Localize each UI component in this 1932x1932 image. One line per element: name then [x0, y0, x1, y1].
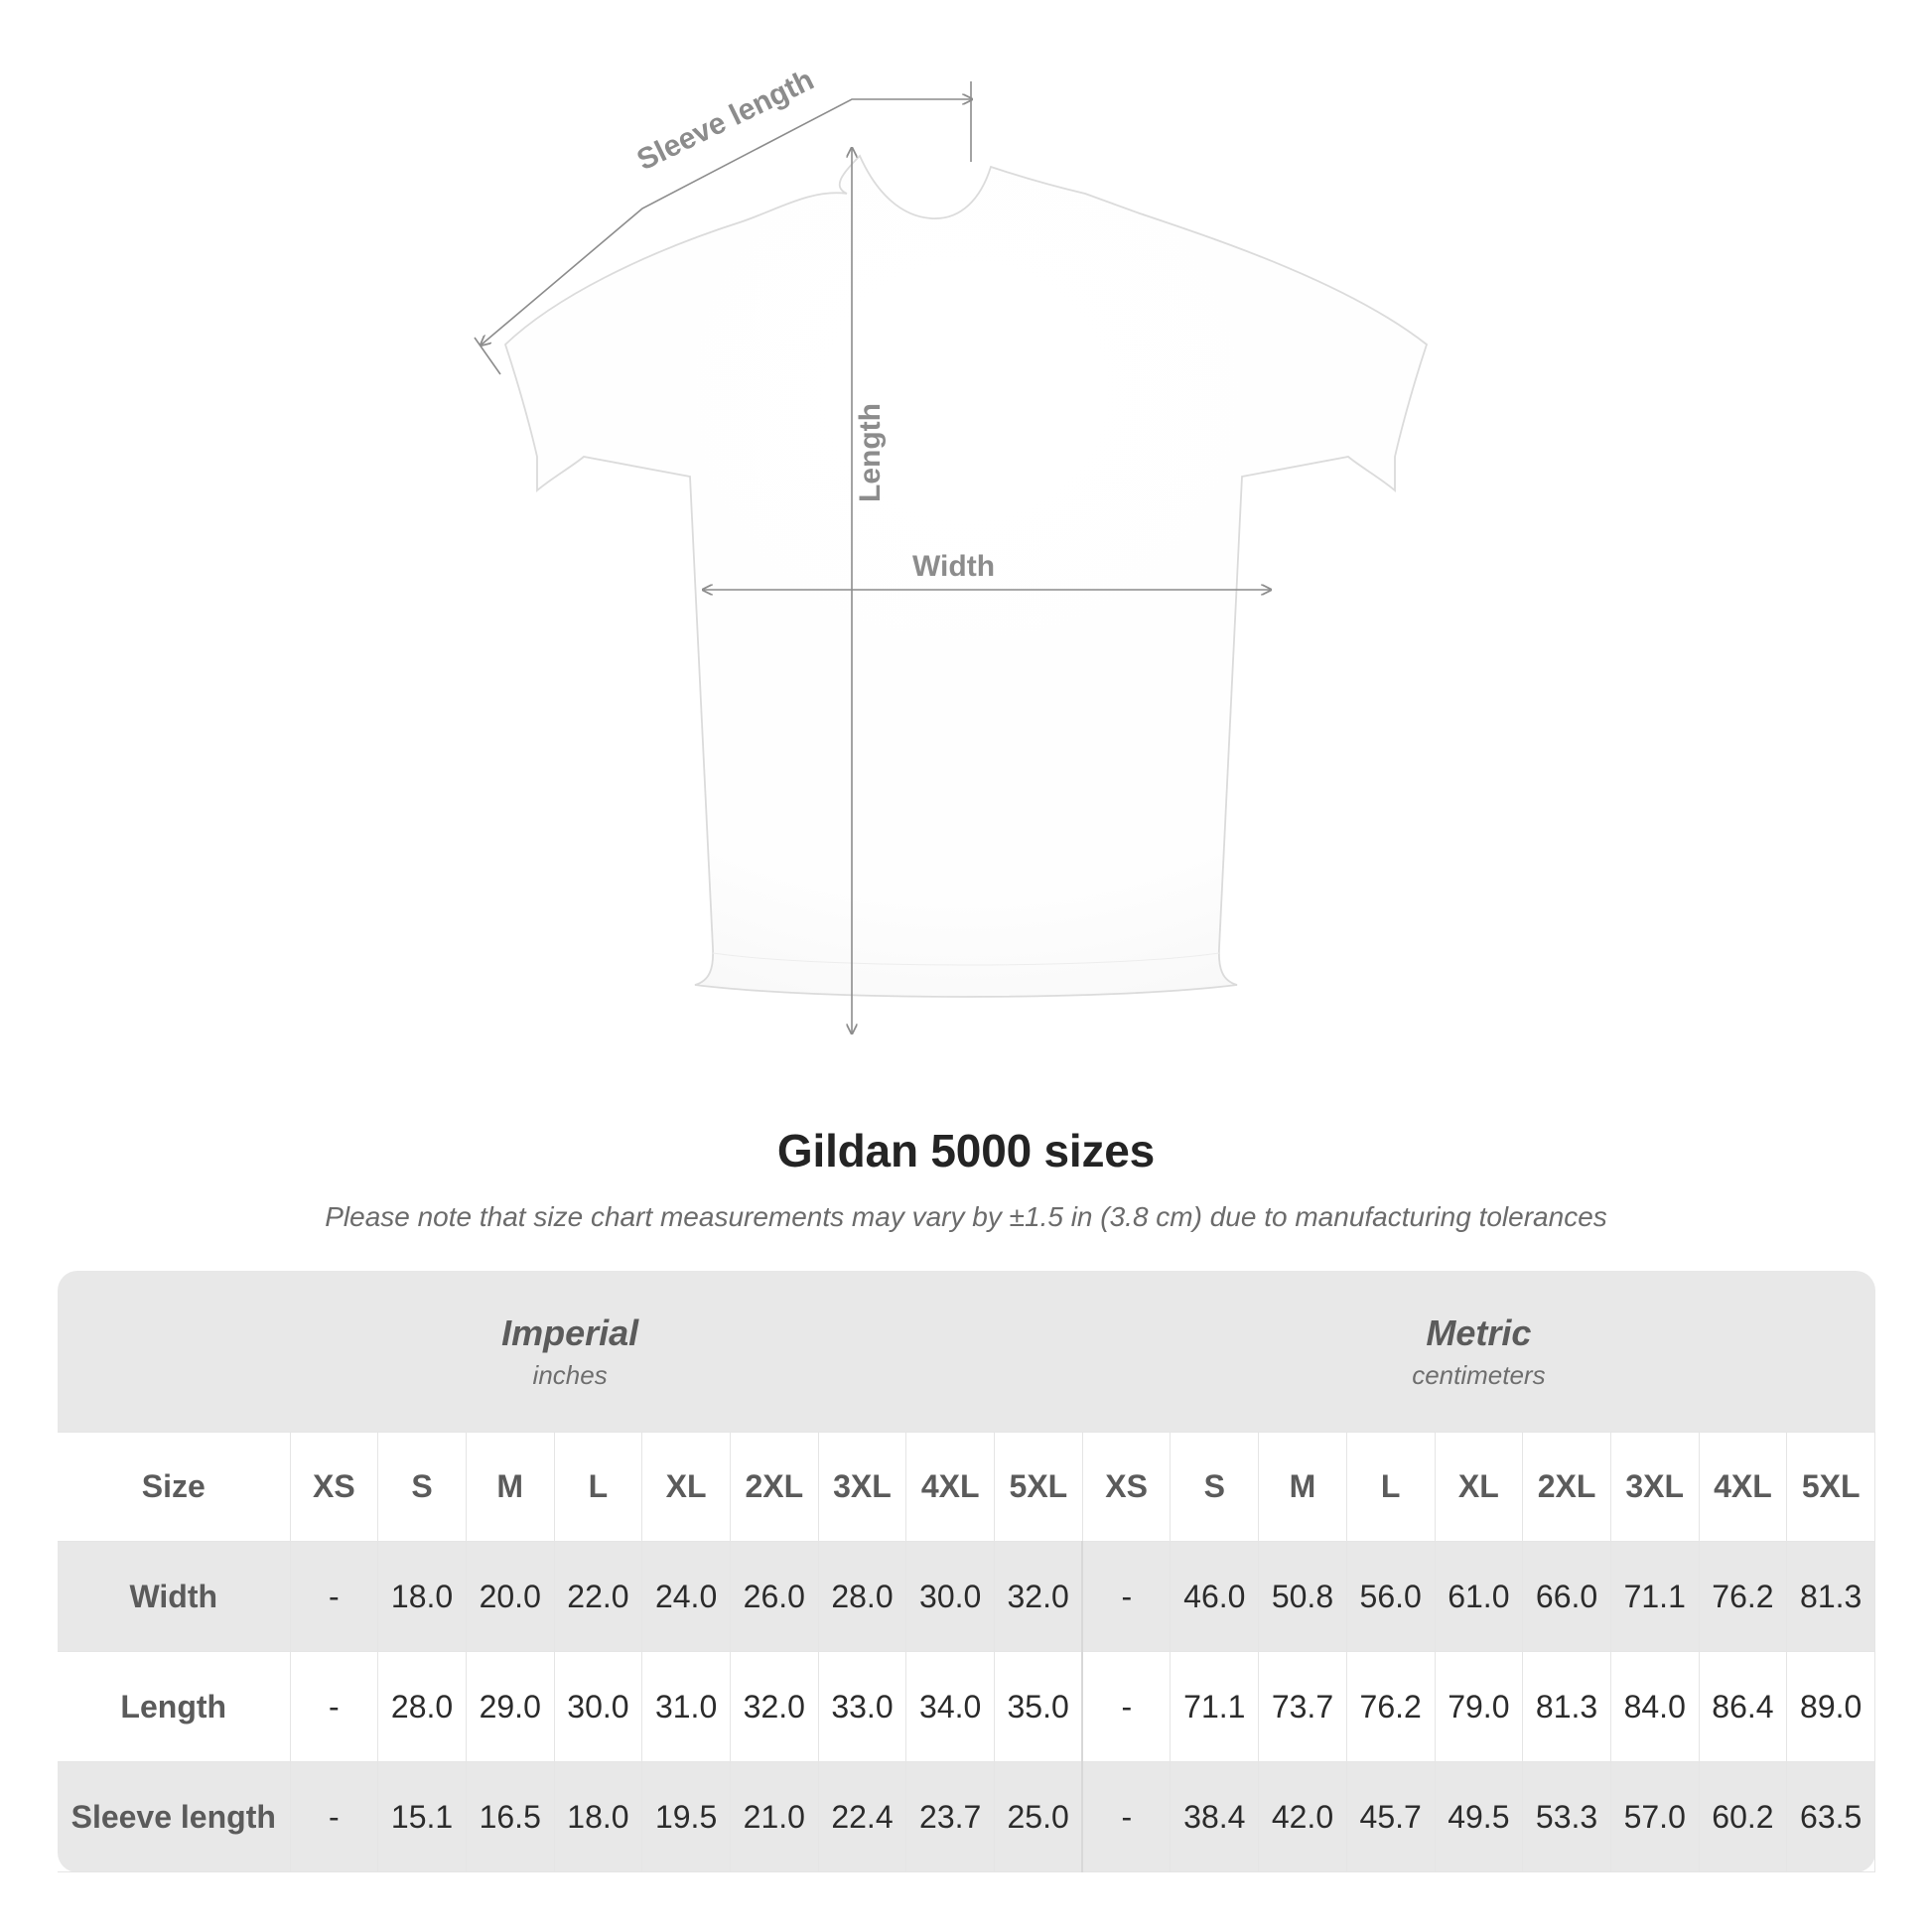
svg-text:Length: Length — [854, 403, 887, 502]
svg-text:Width: Width — [912, 550, 995, 583]
svg-text:Sleeve length: Sleeve length — [632, 64, 819, 177]
